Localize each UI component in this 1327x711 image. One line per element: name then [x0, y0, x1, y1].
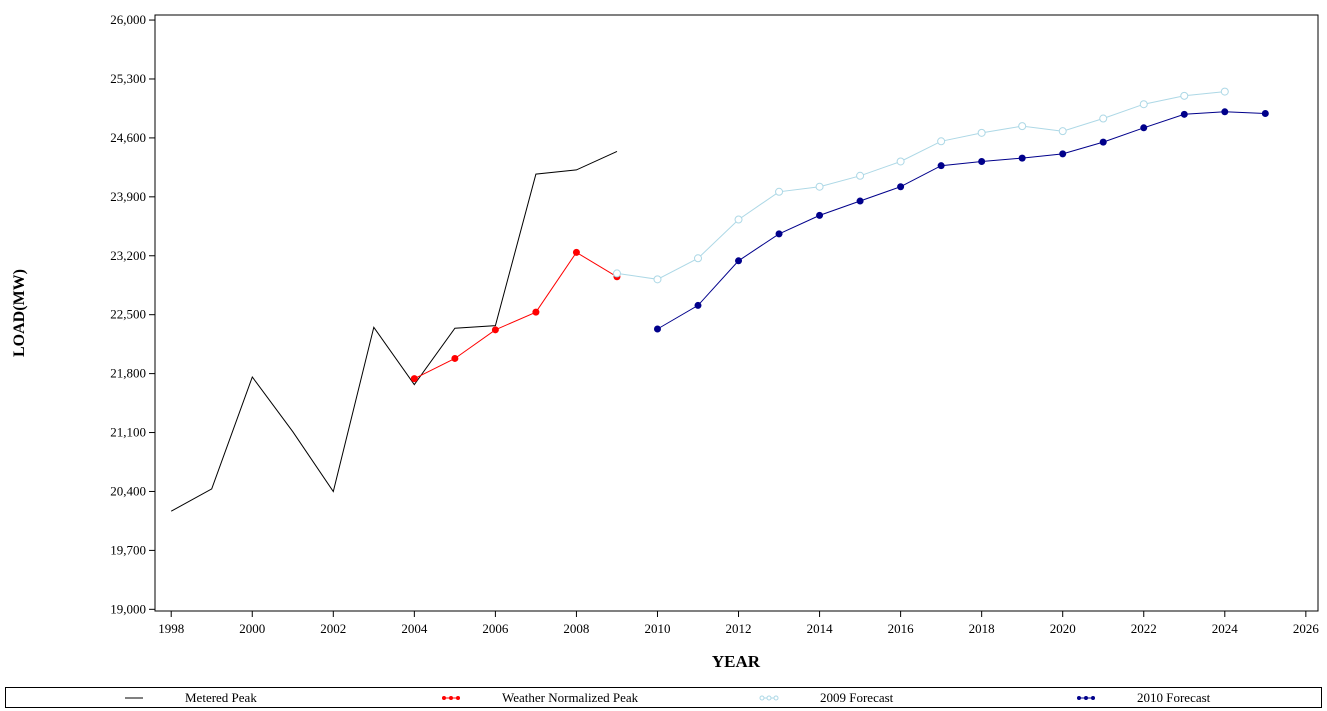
y-axis: 19,000 19,700 20,400 21,100 21,800 22,500 23,2…: [110, 12, 155, 616]
series-weather-normalized-peak: [410, 248, 621, 383]
legend-item-2010-forecast: 2010 Forecast: [1073, 688, 1210, 707]
data-point: [1140, 124, 1148, 132]
x-tick-label: 2020: [1050, 621, 1076, 636]
legend-item-2009-forecast: 2009 Forecast: [756, 688, 893, 707]
y-axis-title: LOAD(MW): [11, 269, 28, 357]
legend-swatch-weather-normalized-peak: [442, 695, 460, 700]
x-tick-label: 2012: [726, 621, 752, 636]
data-point: [572, 248, 580, 256]
data-point: [1099, 114, 1108, 123]
legend-label-2010-forecast: 2010 Forecast: [1137, 689, 1211, 705]
y-tick-label: 19,000: [110, 601, 146, 616]
data-point: [896, 157, 905, 166]
x-tick-label: 2014: [807, 621, 834, 636]
y-tick-label: 24,600: [110, 130, 146, 145]
x-tick-label: 2004: [401, 621, 428, 636]
series-line-weather-normalized-peak: [414, 251, 618, 380]
x-tick-label: 2016: [888, 621, 915, 636]
data-point: [653, 325, 661, 333]
series-metered-peak: [170, 150, 618, 512]
data-point: [491, 326, 499, 334]
plot-frame: [154, 14, 1319, 612]
y-tick-label: 20,400: [110, 483, 146, 498]
data-point: [1018, 122, 1027, 131]
data-point: [775, 187, 784, 196]
x-tick-label: 2018: [969, 621, 995, 636]
data-point: [816, 211, 824, 219]
data-point: [856, 197, 864, 205]
legend-swatch-metered-peak: [125, 697, 143, 698]
series-2009-forecast: [612, 87, 1229, 284]
x-tick-label: 2024: [1212, 621, 1239, 636]
legend-label-2009-forecast: 2009 Forecast: [820, 689, 894, 705]
data-point: [653, 275, 662, 284]
x-tick-label: 2026: [1293, 621, 1320, 636]
x-tick-label: 1998: [158, 621, 184, 636]
y-tick-label: 23,200: [110, 248, 146, 263]
series-line-2009-forecast: [616, 91, 1225, 280]
y-tick-label: 25,300: [110, 71, 146, 86]
data-point: [1261, 109, 1269, 117]
data-point: [1180, 110, 1188, 118]
y-tick-label: 21,100: [110, 425, 146, 440]
x-tick-label: 2022: [1131, 621, 1157, 636]
data-point: [1221, 108, 1229, 116]
data-point: [815, 182, 824, 191]
x-tick-label: 2002: [320, 621, 346, 636]
data-point: [1220, 87, 1229, 96]
data-point: [978, 157, 986, 165]
y-tick-label: 22,500: [110, 307, 146, 322]
series-line-metered-peak: [170, 150, 618, 512]
data-point: [1180, 91, 1189, 100]
legend-swatch-2009-forecast: [759, 695, 779, 700]
y-tick-label: 26,000: [110, 12, 146, 27]
legend-swatch-2010-forecast: [1077, 695, 1095, 700]
data-point: [410, 375, 418, 383]
x-axis: 1998 2000 2002 2004 2006 2008 2010 2012 2014 2016…: [158, 611, 1319, 636]
data-point: [451, 354, 459, 362]
legend-label-metered-peak: Metered Peak: [185, 689, 257, 705]
y-tick-label: 21,800: [110, 366, 146, 381]
data-point: [735, 257, 743, 265]
data-point: [937, 162, 945, 170]
data-point: [612, 269, 621, 278]
x-tick-label: 2010: [644, 621, 670, 636]
data-point: [694, 254, 703, 263]
legend-item-metered-peak: Metered Peak: [121, 688, 257, 707]
data-point: [532, 308, 540, 316]
series-layer: [170, 87, 1269, 512]
data-point: [1099, 138, 1107, 146]
x-tick-label: 2006: [482, 621, 509, 636]
legend: Metered Peak Weather Normalized Peak 200…: [5, 687, 1322, 708]
x-tick-label: 2000: [239, 621, 265, 636]
line-chart: 19,000 19,700 20,400 21,100 21,800 22,500 23,2…: [11, 12, 1319, 671]
data-point: [897, 183, 905, 191]
data-point: [1139, 100, 1148, 109]
x-tick-label: 2008: [563, 621, 589, 636]
data-point: [977, 128, 986, 137]
legend-item-weather-normalized-peak: Weather Normalized Peak: [438, 688, 638, 707]
data-point: [694, 301, 702, 309]
data-point: [1059, 150, 1067, 158]
legend-label-weather-normalized-peak: Weather Normalized Peak: [502, 689, 639, 705]
y-tick-label: 19,700: [110, 542, 146, 557]
data-point: [856, 171, 865, 180]
y-tick-label: 23,900: [110, 189, 146, 204]
x-axis-title: YEAR: [712, 652, 761, 671]
series-2010-forecast: [653, 108, 1269, 333]
data-point: [1018, 154, 1026, 162]
data-point: [1058, 127, 1067, 136]
data-point: [937, 137, 946, 146]
data-point: [775, 230, 783, 238]
data-point: [734, 215, 743, 224]
series-line-2010-forecast: [657, 111, 1266, 330]
